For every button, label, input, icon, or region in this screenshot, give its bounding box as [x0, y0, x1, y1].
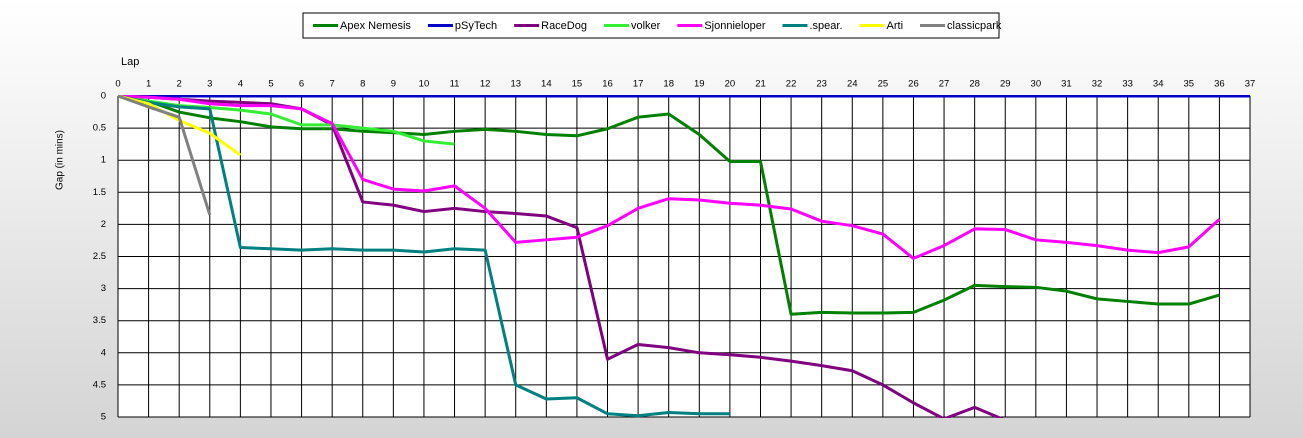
- x-tick-label: 17: [633, 79, 644, 90]
- x-tick-label: 3: [207, 79, 212, 90]
- y-tick-label: 0.5: [93, 123, 106, 134]
- x-tick-label: 35: [1184, 79, 1195, 90]
- legend-label: .spear.: [809, 20, 842, 32]
- legend-label: Arti: [887, 20, 904, 32]
- y-tick-label: 1.5: [93, 187, 106, 198]
- x-tick-label: 5: [268, 79, 273, 90]
- series-line: [118, 95, 1221, 260]
- x-tick-label: 23: [816, 79, 827, 90]
- x-tick-label: 34: [1153, 79, 1164, 90]
- legend-label: pSyTech: [455, 20, 497, 32]
- x-axis-label: Lap: [121, 56, 139, 68]
- x-tick-label: 30: [1031, 79, 1042, 90]
- series-line: [118, 95, 1004, 418]
- x-tick-label: 22: [786, 79, 797, 90]
- x-tick-label: 25: [878, 79, 889, 90]
- x-tick-label: 26: [908, 79, 919, 90]
- y-tick-label: 2.5: [93, 251, 106, 262]
- x-tick-label: 19: [694, 79, 705, 90]
- x-tick-label: 7: [330, 79, 335, 90]
- x-tick-label: 36: [1214, 79, 1225, 90]
- x-tick-label: 31: [1061, 79, 1072, 90]
- x-tick-label: 12: [480, 79, 491, 90]
- x-tick-label: 13: [510, 79, 521, 90]
- x-tick-label: 24: [847, 79, 858, 90]
- x-tick-label: 2: [177, 79, 182, 90]
- x-tick-label: 27: [939, 79, 950, 90]
- x-tick-label: 11: [450, 79, 460, 90]
- x-tick-label: 6: [299, 79, 304, 90]
- legend-label: Apex Nemesis: [340, 20, 411, 32]
- y-tick-label: 4: [101, 347, 106, 358]
- y-tick-label: 3.5: [93, 315, 106, 326]
- series-line: [118, 95, 212, 216]
- series-line: [118, 95, 730, 418]
- series-lines: [118, 95, 1250, 418]
- legend-label: classicpark: [947, 20, 1002, 32]
- x-tick-label: 15: [572, 79, 583, 90]
- x-tick-label: 18: [663, 79, 674, 90]
- y-tick-label: 2: [101, 219, 106, 230]
- x-tick-label: 1: [146, 79, 151, 90]
- legend: Apex Nemesis pSyTech RaceDog volker Sjonniel…: [313, 20, 1002, 32]
- grid: 0 1 2 3 4 5 6 7 8 9 10 11 12 13 14 15 16 17 18 19 20 21 22 23 24…: [93, 79, 1256, 423]
- x-tick-label: 20: [725, 79, 736, 90]
- y-axis-label: Gap (in mins): [55, 130, 66, 190]
- y-tick-label: 5: [101, 412, 106, 423]
- x-tick-label: 37: [1245, 79, 1256, 90]
- x-tick-label: 16: [602, 79, 613, 90]
- y-tick-label: 3: [101, 283, 106, 294]
- x-tick-label: 14: [541, 79, 552, 90]
- x-tick-label: 9: [391, 79, 396, 90]
- x-tick-label: 28: [969, 79, 980, 90]
- y-tick-label: 1: [101, 155, 106, 166]
- legend-label: volker: [631, 20, 661, 32]
- x-tick-label: 29: [1000, 79, 1011, 90]
- series-line: [118, 95, 1220, 316]
- x-tick-label: 21: [755, 79, 766, 90]
- y-tick-label: 4.5: [93, 379, 106, 390]
- x-tick-label: 0: [115, 79, 120, 90]
- legend-label: Sjonnieloper: [704, 20, 765, 32]
- y-tick-label: 0: [101, 91, 106, 102]
- x-tick-label: 8: [360, 79, 365, 90]
- x-tick-label: 32: [1092, 79, 1103, 90]
- x-tick-label: 33: [1122, 79, 1133, 90]
- x-tick-label: 10: [419, 79, 430, 90]
- legend-label: RaceDog: [541, 20, 587, 32]
- x-tick-label: 4: [238, 79, 243, 90]
